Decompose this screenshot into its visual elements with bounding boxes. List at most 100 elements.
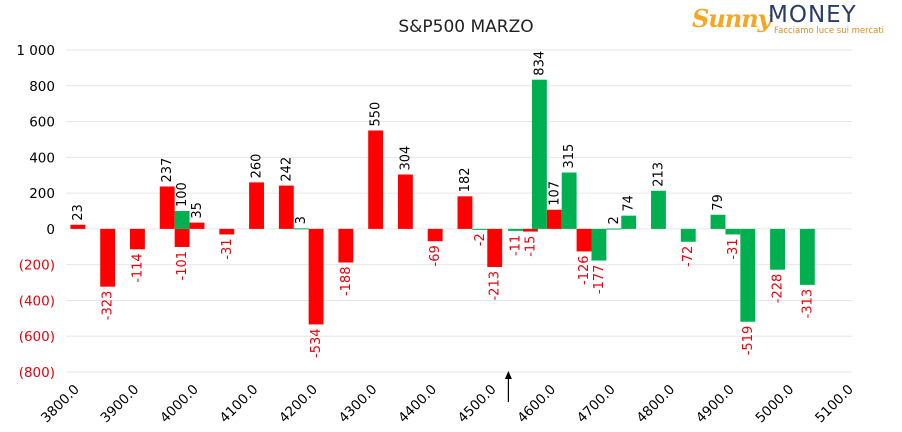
bar-red (457, 196, 473, 229)
bar-value-label: -313 (800, 289, 815, 319)
bar-green (621, 215, 637, 229)
bar-value-label: 23 (71, 204, 86, 221)
bar-value-label: 213 (651, 162, 666, 187)
bar-green (725, 228, 741, 235)
bar-value-label: -101 (175, 251, 190, 281)
bar-green (174, 211, 190, 229)
y-tick-label: 800 (29, 79, 55, 95)
bar-value-label: 304 (398, 146, 413, 171)
y-tick-label: 200 (29, 186, 55, 202)
bar-red (278, 185, 294, 229)
bar-value-label: 182 (458, 168, 473, 193)
bar-value-label: 2 (607, 216, 622, 224)
bar-value-label: -114 (130, 253, 145, 283)
bar-red (70, 224, 86, 229)
bar-red (397, 174, 413, 229)
bar-value-label: 35 (190, 202, 205, 219)
bar-red (308, 228, 324, 325)
bar-value-label: 3 (294, 216, 309, 224)
bar-value-label: 79 (711, 194, 726, 211)
bar-green (680, 228, 696, 242)
bar-green (606, 228, 622, 230)
y-tick-label: (600) (19, 329, 55, 345)
bar-value-label: 74 (622, 195, 637, 212)
bar-value-label: -31 (726, 238, 741, 259)
bar-red (546, 209, 562, 229)
bar-red (427, 228, 443, 242)
bar-value-label: -177 (592, 265, 607, 295)
x-axis: 3800.0 3900.0 4000.0 4100.0 4200.0 4300.0 4400… (38, 382, 857, 427)
x-tick-label: 4900.0 (693, 382, 738, 427)
bar-green (770, 228, 786, 270)
bar-value-label: 100 (175, 182, 190, 207)
bar-value-label: -72 (681, 246, 696, 267)
x-tick-label: 4800.0 (633, 382, 678, 427)
bar-value-label: -11 (509, 235, 524, 256)
bar-green (799, 228, 815, 285)
bar-green (508, 228, 524, 231)
chart-title: S&P500 MARZO (398, 17, 533, 37)
bar-green (472, 228, 488, 230)
x-tick-label: 5100.0 (812, 382, 857, 427)
y-tick-label: 400 (29, 150, 55, 166)
bar-value-label: -69 (428, 245, 443, 266)
bar-value-label: 242 (279, 157, 294, 182)
bar-green (531, 79, 547, 229)
chart-bars (70, 79, 815, 325)
x-tick-label: 4600.0 (514, 382, 559, 427)
y-tick-label: (400) (19, 293, 55, 309)
bar-value-label: 550 (369, 102, 384, 127)
x-tick-label: 4400.0 (395, 382, 440, 427)
annotation-arrow-head (504, 371, 512, 379)
y-tick-label: 1 000 (16, 43, 55, 59)
bar-value-label: -323 (101, 291, 116, 321)
y-tick-label: 0 (46, 222, 55, 238)
bar-value-label: -519 (741, 326, 756, 356)
bar-green (561, 172, 577, 229)
bar-red (189, 222, 205, 229)
x-tick-label: 4100.0 (217, 382, 262, 427)
bar-value-label: 260 (250, 154, 265, 179)
logo-tagline: Facciamo luce sui mercati (774, 26, 885, 36)
x-tick-label: 4500.0 (455, 382, 500, 427)
bar-red (130, 228, 145, 250)
bar-red (368, 130, 384, 229)
bar-green (710, 214, 726, 229)
bar-value-label: -31 (220, 238, 235, 259)
bar-red (174, 228, 190, 247)
bar-green (293, 228, 309, 230)
y-tick-label: (200) (19, 258, 55, 274)
x-tick-label: 4000.0 (157, 382, 202, 427)
chart-annotations (504, 371, 512, 402)
bar-value-label: 107 (547, 181, 562, 206)
x-tick-label: 4300.0 (336, 382, 381, 427)
x-tick-label: 3900.0 (98, 382, 143, 427)
bar-red (219, 228, 235, 235)
y-tick-label: (800) (19, 365, 55, 381)
bar-value-label: 315 (562, 144, 577, 169)
bar-value-label: -2 (473, 233, 488, 246)
bar-red (576, 228, 592, 252)
brand-logo: Sunny MONEY Facciamo luce sui mercati (688, 2, 892, 38)
bar-green (740, 228, 756, 322)
bar-value-label: 237 (160, 158, 175, 183)
y-axis: 1 000 800 600 400 200 0 (200) (400) (600) (800) (16, 43, 55, 381)
bar-red (100, 228, 116, 287)
x-tick-label: 3800.0 (38, 382, 83, 427)
bar-value-label: -126 (577, 255, 592, 285)
bar-red (338, 228, 354, 263)
bar-value-label: -228 (771, 274, 786, 304)
bar-value-label: -188 (339, 267, 354, 297)
bar-red (523, 228, 538, 232)
logo-money-text: MONEY (768, 2, 857, 28)
bar-red (249, 182, 264, 229)
bar-green (651, 190, 666, 229)
bar-red (159, 186, 175, 229)
bar-value-label: -15 (523, 236, 538, 257)
bar-green (591, 228, 607, 261)
bar-red (487, 228, 503, 267)
x-tick-label: 4700.0 (574, 382, 619, 427)
x-tick-label: 5000.0 (753, 382, 798, 427)
